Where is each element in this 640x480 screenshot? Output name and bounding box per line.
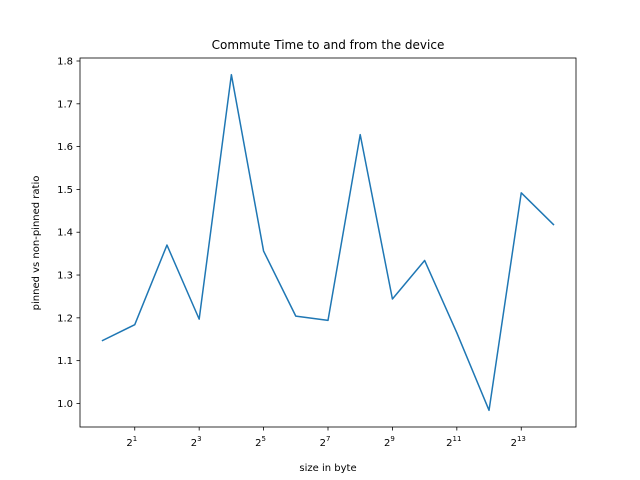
y-tick-label: 1.3 [57, 271, 73, 282]
plot-area: 21 23 25 27 29 211 2131.01.11.21.31.41.51.61.7… [57, 56, 577, 449]
x-tick-label: 29 [384, 435, 395, 449]
chart-title: Commute Time to and from the device [212, 38, 445, 52]
x-tick-label: 27 [320, 435, 331, 449]
x-tick-label: 25 [255, 435, 266, 449]
y-tick-label: 1.4 [57, 228, 73, 239]
x-tick-exponent: 9 [390, 435, 394, 443]
x-tick-label: 21 [126, 435, 137, 449]
x-axis-label: size in byte [299, 463, 356, 474]
x-tick-base: 2 [446, 438, 452, 449]
y-tick-label: 1.1 [57, 356, 73, 367]
x-tick-exponent: 7 [326, 435, 330, 443]
y-tick-label: 1.2 [57, 313, 73, 324]
x-tick-base: 2 [191, 438, 197, 449]
y-axis-label: pinned vs non-pinned ratio [31, 176, 42, 311]
x-tick-exponent: 13 [517, 435, 526, 443]
x-tick-exponent: 11 [453, 435, 462, 443]
x-tick-base: 2 [255, 438, 261, 449]
y-tick-label: 1.5 [57, 185, 73, 196]
x-tick-exponent: 1 [133, 435, 137, 443]
x-tick-label: 213 [511, 435, 526, 449]
x-tick-exponent: 5 [262, 435, 266, 443]
x-tick-base: 2 [511, 438, 517, 449]
series-line-0 [101, 73, 555, 412]
x-tick-base: 2 [126, 438, 132, 449]
x-tick-base: 2 [384, 438, 390, 449]
x-tick-base: 2 [320, 438, 326, 449]
y-tick-label: 1.8 [57, 56, 73, 67]
y-tick-label: 1.6 [57, 142, 73, 153]
y-tick-label: 1.0 [57, 399, 73, 410]
x-tick-label: 211 [446, 435, 461, 449]
x-tick-exponent: 3 [197, 435, 201, 443]
y-tick-label: 1.7 [57, 99, 73, 110]
x-tick-label: 23 [191, 435, 202, 449]
